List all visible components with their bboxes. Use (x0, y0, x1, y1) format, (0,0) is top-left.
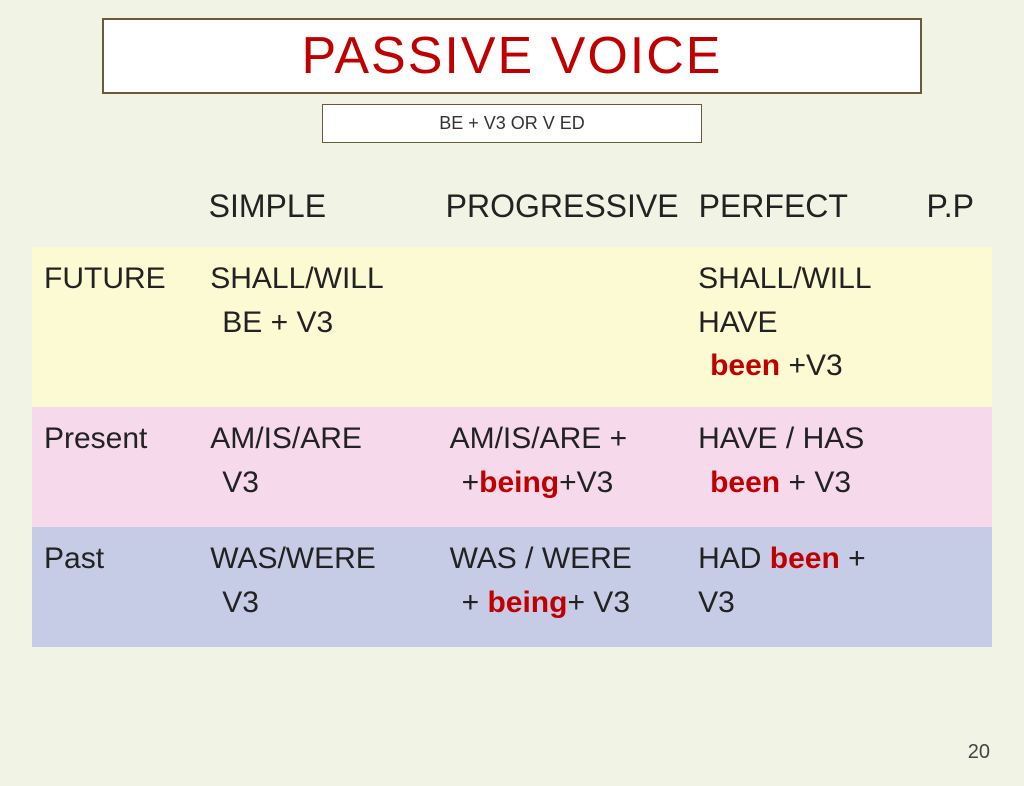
past-prog-being: being (487, 586, 567, 619)
past-simple-l1: WAS/WERE (210, 542, 376, 575)
present-prog-l1: AM/IS/ARE + (450, 422, 628, 455)
future-pp (916, 247, 992, 407)
future-simple: SHALL/WILL BE + V3 (198, 247, 437, 407)
past-simple: WAS/WERE V3 (198, 527, 437, 647)
future-label: Future (32, 247, 198, 407)
header-progressive: Progressive (434, 171, 687, 247)
present-prog-being: being (479, 466, 559, 499)
past-prog-l1: WAS / WERE (450, 542, 632, 575)
header-row: . Simple Progressive Perfect P.P (32, 171, 992, 247)
past-simple-l2: V3 (210, 581, 429, 625)
header-simple: Simple (197, 171, 434, 247)
present-perfect-been: been (710, 466, 780, 499)
future-simple-l2: BE + V3 (210, 301, 429, 345)
row-present: Present AM/IS/ARE V3 AM/IS/ARE + +being+… (32, 407, 992, 527)
tense-grid: . Simple Progressive Perfect P.P Future … (32, 171, 992, 647)
present-prog-tail: +V3 (559, 466, 613, 499)
future-perfect-l2: been +V3 (698, 344, 908, 388)
present-perfect-l1: HAVE / HAS (698, 422, 864, 455)
present-perfect-tail: + V3 (780, 466, 851, 499)
future-perfect-been: been (710, 349, 780, 382)
formula-box: BE + V3 OR V ED (322, 104, 702, 143)
past-pp (916, 527, 992, 647)
header-perfect: Perfect (687, 171, 915, 247)
header-pp: P.P (915, 171, 992, 247)
future-perfect: SHALL/WILL HAVE been +V3 (686, 247, 916, 407)
past-progressive: WAS / WERE + being+ V3 (438, 527, 687, 647)
past-prog-plus: + (462, 586, 488, 619)
page-title: PASSIVE VOICE (302, 27, 723, 85)
formula-text: BE + V3 OR V ED (439, 113, 585, 133)
row-future: Future SHALL/WILL BE + V3 SHALL/WILL HAV… (32, 247, 992, 407)
future-perfect-tail: +V3 (780, 349, 843, 382)
present-label: Present (32, 407, 198, 527)
present-prog-l2: +being+V3 (450, 461, 679, 505)
present-perfect: HAVE / HAS been + V3 (686, 407, 916, 527)
past-perfect-been: been (770, 542, 840, 575)
present-prog-plus: + (462, 466, 480, 499)
present-simple-l1: AM/IS/ARE (210, 422, 362, 455)
past-prog-tail: + V3 (567, 586, 630, 619)
past-perfect-l1: HAD (698, 542, 770, 575)
page-number: 20 (968, 741, 990, 764)
future-simple-l1: SHALL/WILL (210, 262, 383, 295)
past-prog-l2: + being+ V3 (450, 581, 679, 625)
row-past: Past WAS/WERE V3 WAS / WERE + being+ V3 … (32, 527, 992, 647)
present-pp (916, 407, 992, 527)
present-simple-l2: V3 (210, 461, 429, 505)
future-progressive (438, 247, 687, 407)
past-label: Past (32, 527, 198, 647)
present-progressive: AM/IS/ARE + +being+V3 (438, 407, 687, 527)
title-box: PASSIVE VOICE (102, 18, 922, 94)
future-perfect-l1: SHALL/WILL HAVE (698, 262, 870, 339)
present-simple: AM/IS/ARE V3 (198, 407, 437, 527)
past-perfect: HAD been + V3 (686, 527, 916, 647)
present-perfect-l2: been + V3 (698, 461, 908, 505)
